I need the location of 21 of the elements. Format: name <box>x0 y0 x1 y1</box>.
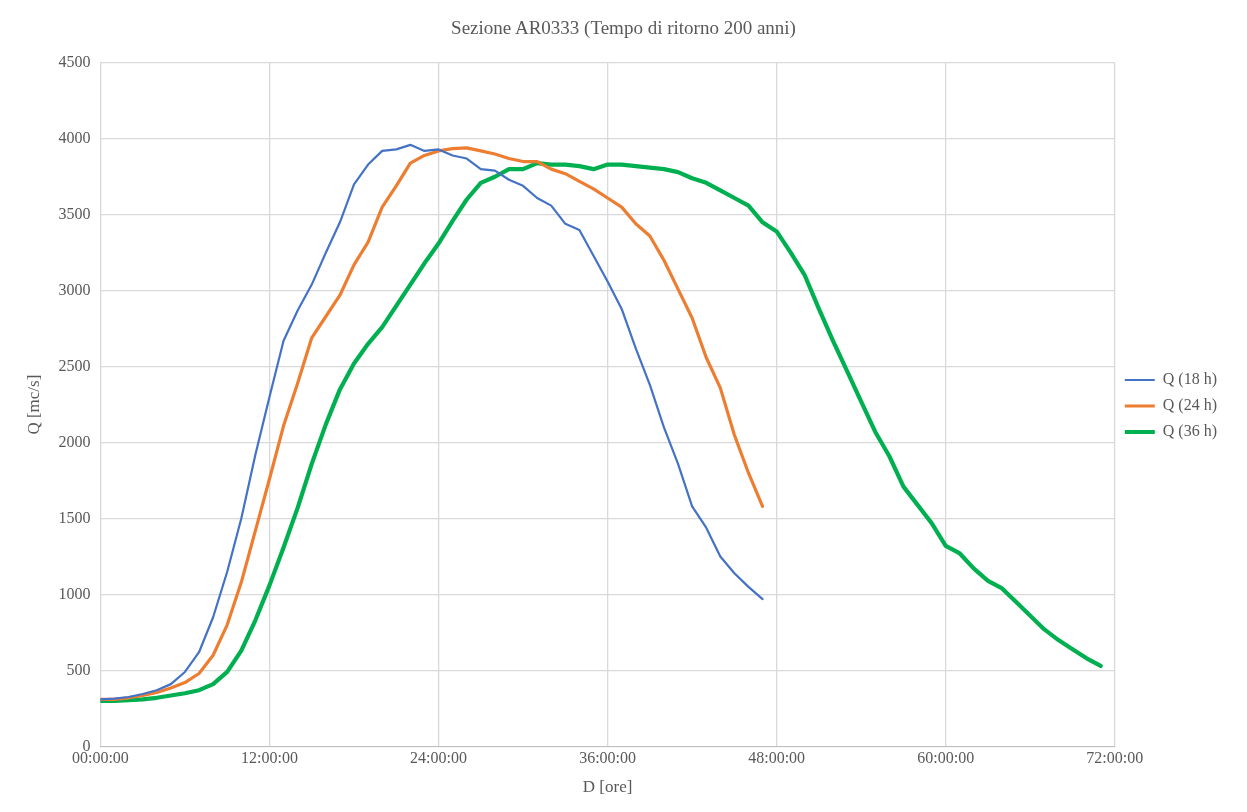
y-tick-label: 4500 <box>58 53 91 70</box>
x-tick-label: 36:00:00 <box>579 749 637 767</box>
x-axis-title: D [ore] <box>582 777 633 797</box>
y-tick-label: 500 <box>66 660 91 678</box>
chart-title: Sezione AR0333 (Tempo di ritorno 200 anni) <box>451 17 796 40</box>
y-tick-label: 3500 <box>58 204 91 222</box>
y-tick-label: 2000 <box>58 432 91 450</box>
x-tick-label: 72:00:00 <box>1086 749 1144 767</box>
y-tick-label: 2500 <box>58 356 91 374</box>
x-tick-label: 60:00:00 <box>917 749 975 767</box>
legend-label: Q (18 h) <box>1162 370 1218 389</box>
y-tick-label: 1500 <box>58 508 91 526</box>
x-tick-label: 12:00:00 <box>241 749 298 767</box>
y-tick-label: 1000 <box>58 584 91 602</box>
legend-label: Q (36 h) <box>1162 422 1218 441</box>
y-axis-title: Q [mc/s] <box>23 374 43 435</box>
x-tick-label: 24:00:00 <box>410 749 467 767</box>
y-tick-label: 3000 <box>58 280 91 298</box>
x-tick-label: 48:00:00 <box>748 749 806 767</box>
legend-label: Q (24 h) <box>1162 396 1218 415</box>
y-tick-label: 4000 <box>58 128 91 146</box>
